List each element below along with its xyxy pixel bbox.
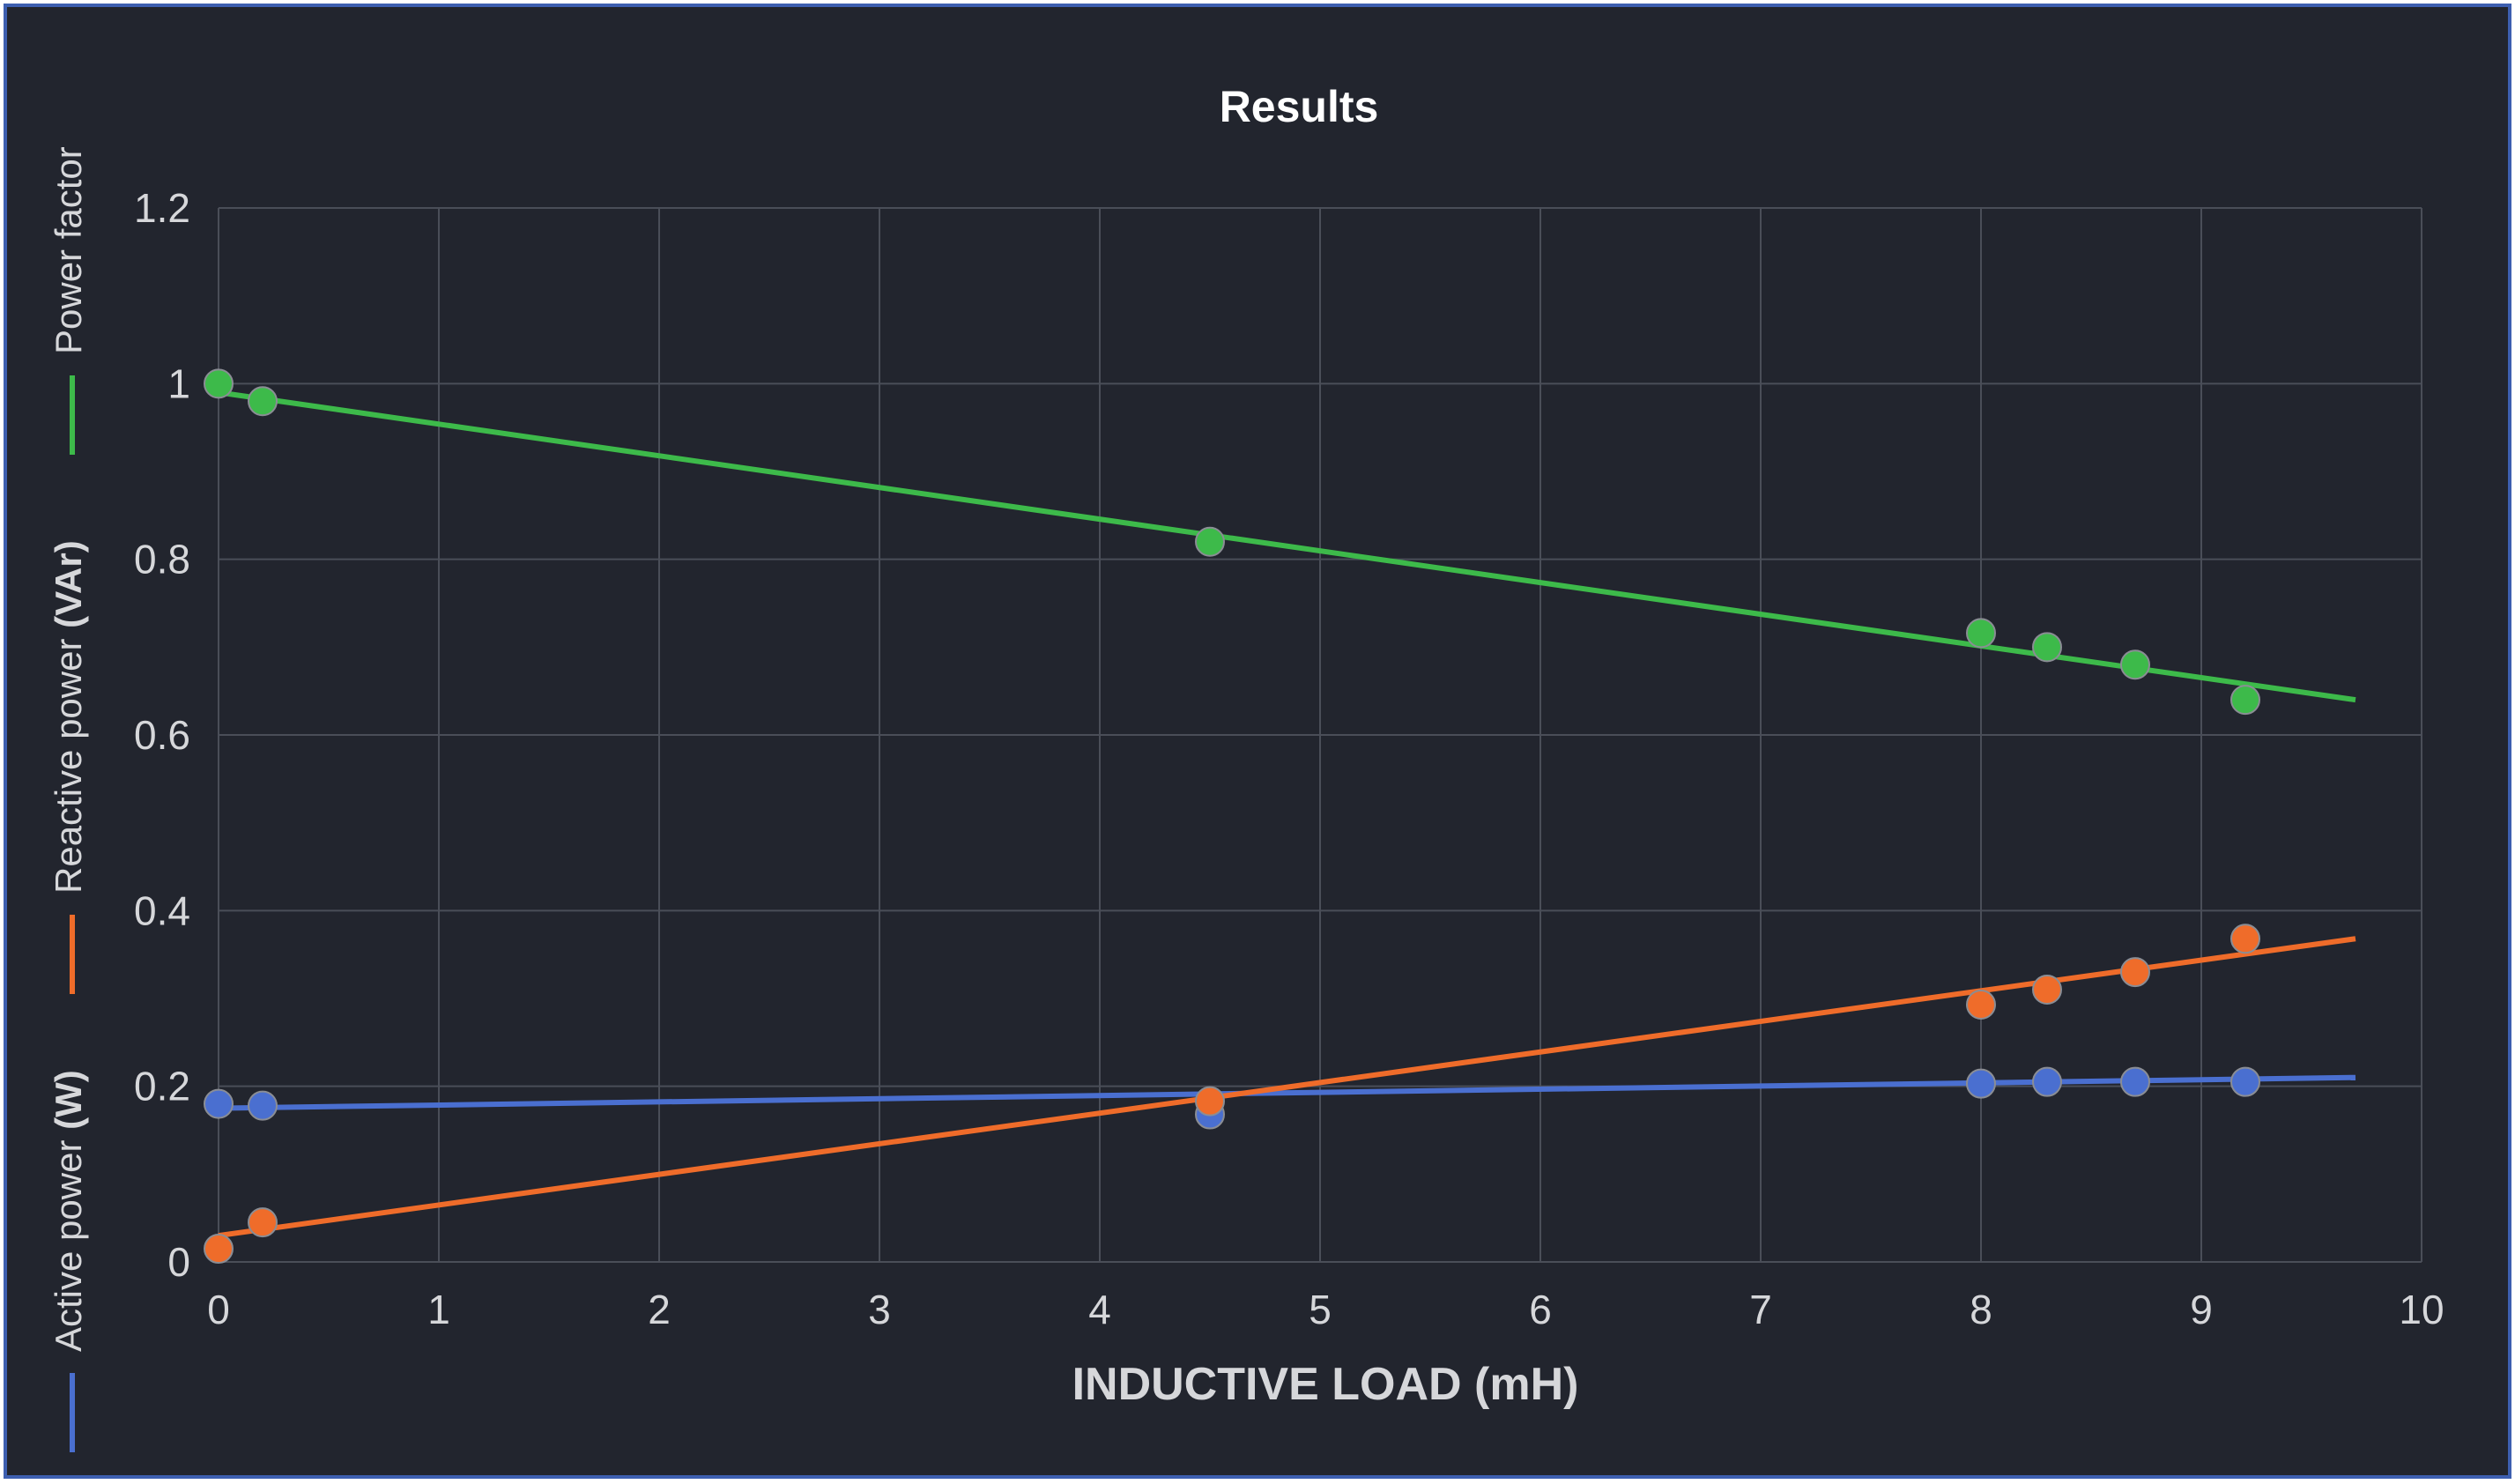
legend-label[interactable]: Power factor (48, 146, 89, 354)
x-tick-label: 5 (1309, 1287, 1332, 1332)
x-tick-label: 2 (648, 1287, 671, 1332)
x-tick-label: 10 (2399, 1287, 2444, 1332)
data-point[interactable] (1966, 989, 1996, 1020)
x-tick-label: 3 (868, 1287, 891, 1332)
series-0 (204, 1066, 2356, 1130)
data-point[interactable] (1966, 618, 1996, 649)
data-point[interactable] (1195, 526, 1225, 557)
y-tick-label: 0.2 (134, 1064, 190, 1109)
data-point[interactable] (204, 1234, 234, 1265)
data-point[interactable] (2120, 957, 2150, 988)
legend-label[interactable]: Reactive power (VAr) (48, 540, 89, 894)
x-axis-label: INDUCTIVE LOAD (mH) (1072, 1359, 1579, 1410)
chart-panel: 0 1 2 3 4 5 6 7 8 9 10 0 0.2 0.4 0.6 0.8 1 1.2 Results IN… (4, 4, 2511, 1479)
axis-tick-labels: 0 1 2 3 4 5 6 7 8 9 10 0 0.2 0.4 0.6 0.8 1 1.2 (134, 185, 2445, 1332)
y-tick-label: 1.2 (134, 185, 190, 231)
x-tick-label: 4 (1088, 1287, 1111, 1332)
data-point[interactable] (2032, 1066, 2062, 1097)
x-tick-label: 8 (1970, 1287, 1992, 1332)
chart-title: Results (1220, 82, 1379, 131)
x-tick-label: 7 (1749, 1287, 1772, 1332)
series-2 (204, 368, 2356, 716)
data-point[interactable] (248, 1090, 278, 1121)
data-point[interactable] (2230, 685, 2260, 716)
legend-label-text: Reactive power (48, 628, 89, 894)
data-point[interactable] (2230, 924, 2260, 954)
data-point[interactable] (1966, 1068, 1996, 1099)
series-1 (204, 924, 2356, 1265)
data-point[interactable] (248, 1207, 278, 1238)
data-point[interactable] (2230, 1066, 2260, 1097)
legend: Active power (W) Reactive power (VAr) Powe… (48, 146, 89, 1452)
legend-label-text: Active power (48, 1130, 89, 1352)
legend-label[interactable]: Active power (W) (48, 1070, 89, 1352)
data-point[interactable] (204, 368, 234, 399)
y-tick-label: 1 (167, 360, 190, 406)
y-tick-label: 0.8 (134, 537, 190, 582)
data-point[interactable] (2120, 649, 2150, 680)
y-tick-label: 0 (167, 1239, 190, 1285)
legend-label-unit: (W) (48, 1070, 89, 1130)
trendline (218, 390, 2356, 703)
trendline (218, 1074, 2356, 1111)
x-tick-label: 0 (207, 1287, 230, 1332)
data-point[interactable] (2032, 632, 2062, 663)
x-tick-label: 9 (2190, 1287, 2213, 1332)
legend-label-unit: (VAr) (48, 540, 89, 628)
y-tick-label: 0.4 (134, 887, 190, 933)
legend-label-text: Power factor (48, 146, 89, 354)
results-chart: 0 1 2 3 4 5 6 7 8 9 10 0 0.2 0.4 0.6 0.8 1 1.2 Results IN… (48, 82, 2445, 1452)
x-tick-label: 1 (427, 1287, 450, 1332)
data-point[interactable] (2032, 975, 2062, 1005)
series-layer (204, 368, 2356, 1265)
data-point[interactable] (248, 386, 278, 417)
data-point[interactable] (2120, 1066, 2150, 1097)
data-point[interactable] (204, 1088, 234, 1119)
x-tick-label: 6 (1529, 1287, 1552, 1332)
data-point[interactable] (1195, 1086, 1225, 1117)
trendline (218, 936, 2356, 1239)
y-tick-label: 0.6 (134, 712, 190, 758)
